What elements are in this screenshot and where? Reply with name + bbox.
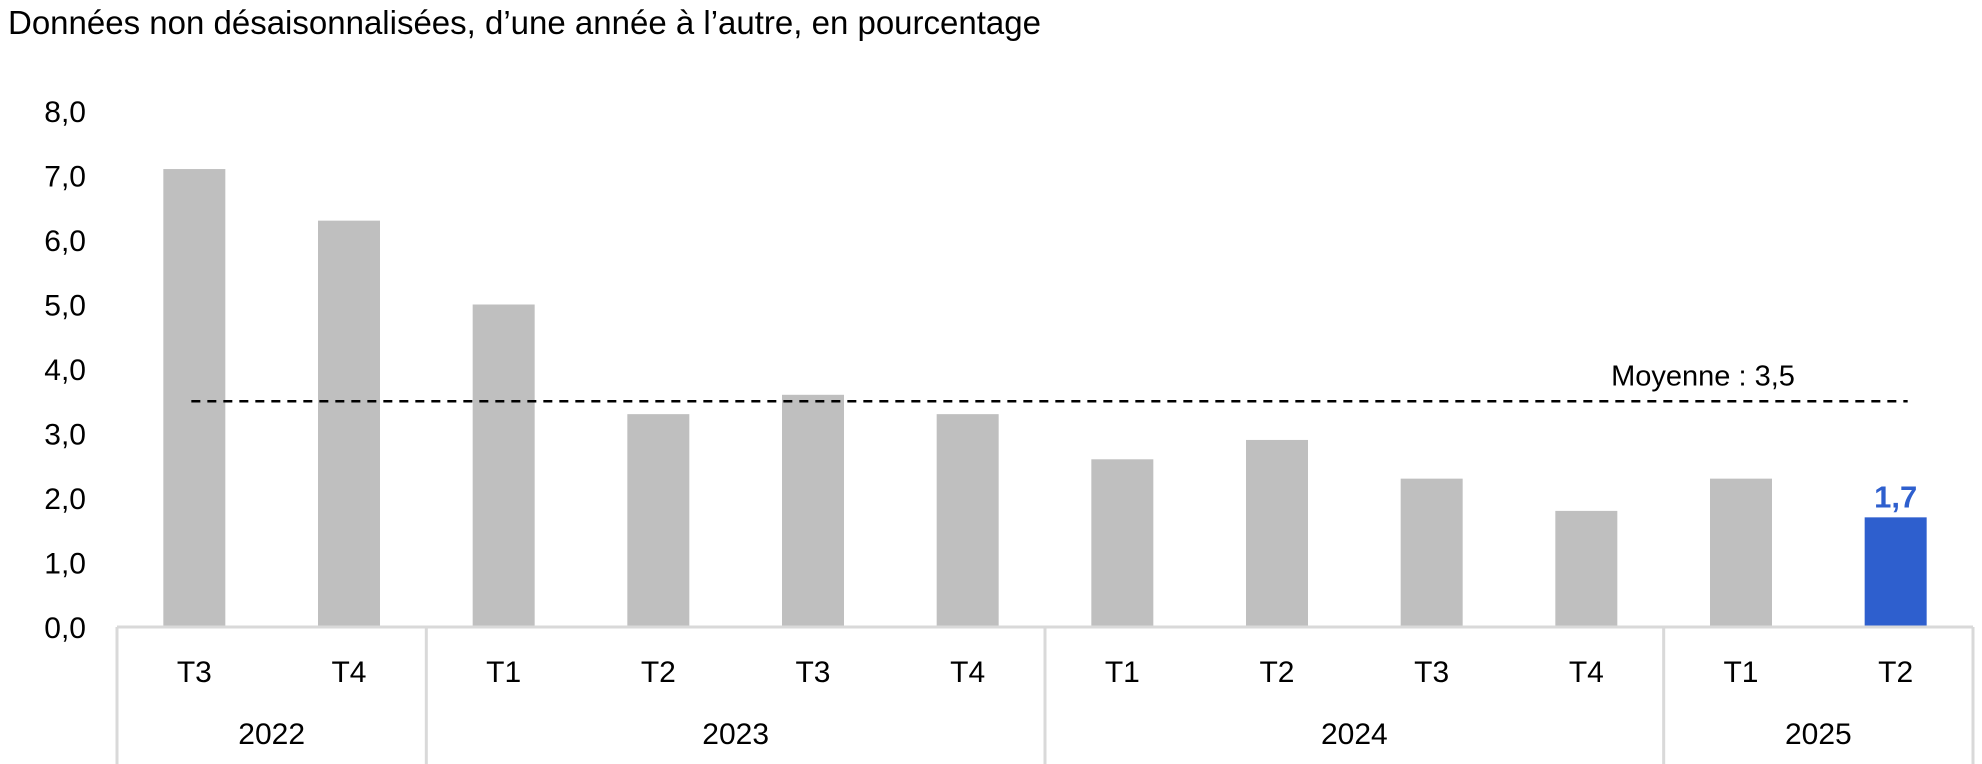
bar: [1246, 439, 1308, 627]
x-axis-category-labels: T3 T4 T1 T2 T3 T4 T1 T2 T3 T4 T1 T2: [177, 656, 1913, 689]
y-tick-label: 3,0: [44, 419, 86, 452]
bar: [163, 169, 226, 628]
x-tick-label: T4: [1569, 656, 1604, 689]
x-axis-year-labels: 2022 2023 2024 2025: [238, 718, 1851, 751]
data-label: 1,7: [1874, 479, 1917, 514]
x-group-label: 2025: [1785, 718, 1852, 751]
bar: [318, 220, 380, 627]
bar: [627, 414, 690, 627]
y-tick-label: 1,0: [44, 548, 86, 581]
y-axis-tick-labels: 0,0 1,0 2,0 3,0 4,0 5,0 6,0 7,0 8,0: [44, 96, 86, 645]
x-tick-label: T1: [1105, 656, 1140, 689]
y-tick-label: 5,0: [44, 290, 86, 323]
x-tick-label: T4: [331, 656, 366, 689]
x-axis: [115, 625, 1975, 764]
bar: [782, 394, 844, 627]
y-tick-label: 8,0: [44, 96, 86, 129]
x-group-label: 2023: [702, 718, 769, 751]
average-line-group: Moyenne : 3,5: [191, 360, 1908, 403]
x-tick-label: T1: [1723, 656, 1758, 689]
bar: [472, 304, 535, 627]
bar: [1091, 459, 1154, 627]
bar: [936, 414, 999, 627]
x-tick-label: T2: [641, 656, 676, 689]
x-group-label: 2022: [238, 718, 305, 751]
bar: [1400, 478, 1463, 627]
y-tick-label: 0,0: [44, 612, 86, 645]
bar: [1710, 478, 1772, 627]
bar: [1555, 510, 1618, 627]
x-tick-label: T1: [486, 656, 521, 689]
y-tick-label: 2,0: [44, 483, 86, 516]
x-tick-label: T3: [795, 656, 830, 689]
x-group-label: 2024: [1321, 718, 1388, 751]
y-tick-label: 7,0: [44, 161, 86, 194]
x-tick-label: T3: [177, 656, 212, 689]
y-tick-label: 6,0: [44, 225, 86, 258]
chart-subtitle: Données non désaisonnalisées, d’une anné…: [8, 4, 1041, 41]
average-label: Moyenne : 3,5: [1611, 360, 1795, 392]
x-tick-label: T4: [950, 656, 985, 689]
x-tick-label: T2: [1878, 656, 1913, 689]
x-tick-label: T2: [1259, 656, 1294, 689]
x-tick-label: T3: [1414, 656, 1449, 689]
bars: [163, 169, 1927, 628]
data-labels: 1,7: [1874, 479, 1917, 514]
y-tick-label: 4,0: [44, 354, 86, 387]
bar-highlighted: [1864, 517, 1927, 627]
